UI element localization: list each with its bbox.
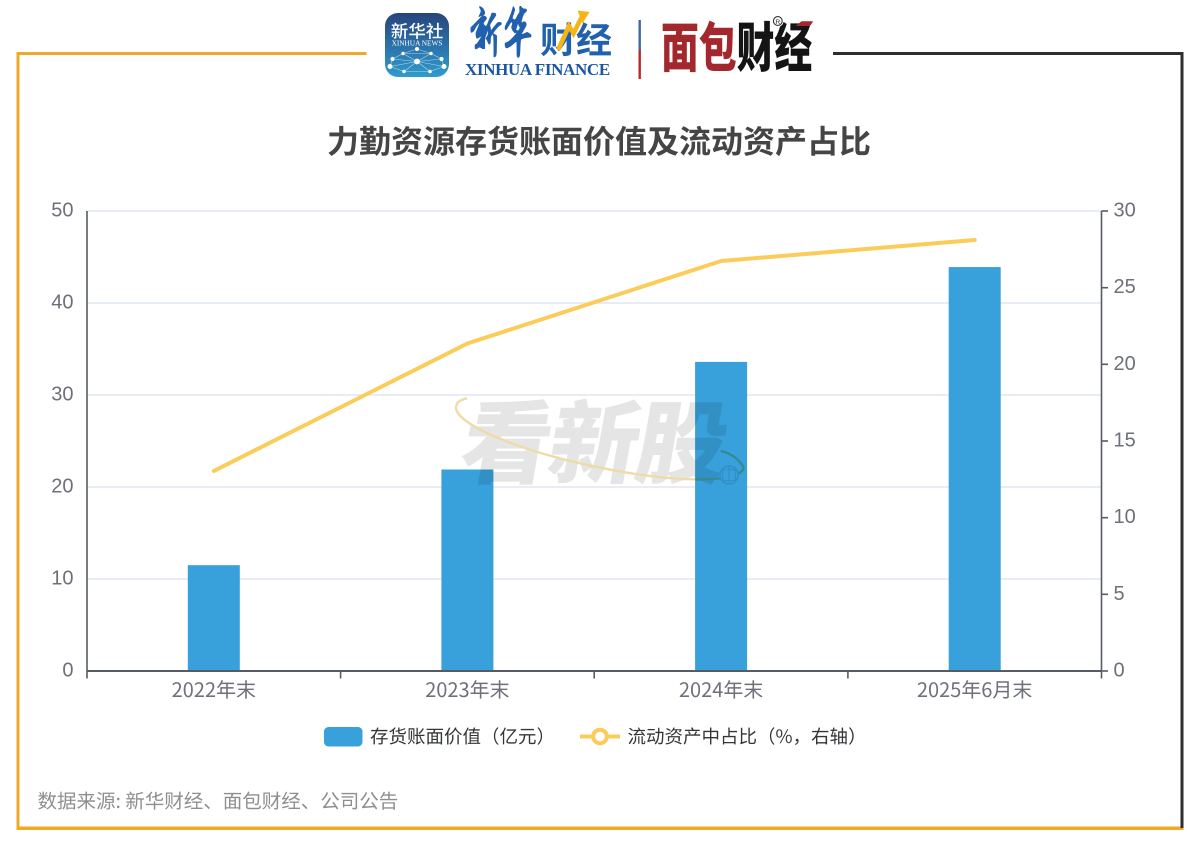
svg-text:10: 10 xyxy=(51,568,73,590)
svg-text:50: 50 xyxy=(51,200,73,222)
svg-text:30: 30 xyxy=(51,384,73,406)
svg-text:30: 30 xyxy=(1114,200,1136,222)
svg-text:XINHUA NEWS: XINHUA NEWS xyxy=(392,39,443,48)
svg-text:25: 25 xyxy=(1114,276,1136,298)
svg-text:10: 10 xyxy=(1114,506,1136,528)
svg-text:20: 20 xyxy=(1114,353,1136,375)
svg-text:0: 0 xyxy=(62,660,73,682)
svg-text:20: 20 xyxy=(51,476,73,498)
svg-text:XINHUA FINANCE: XINHUA FINANCE xyxy=(465,60,610,79)
svg-text:40: 40 xyxy=(51,292,73,314)
svg-text:0: 0 xyxy=(1114,660,1125,682)
svg-text:15: 15 xyxy=(1114,430,1136,452)
svg-text:R: R xyxy=(775,19,780,26)
svg-text:5: 5 xyxy=(1114,583,1125,605)
